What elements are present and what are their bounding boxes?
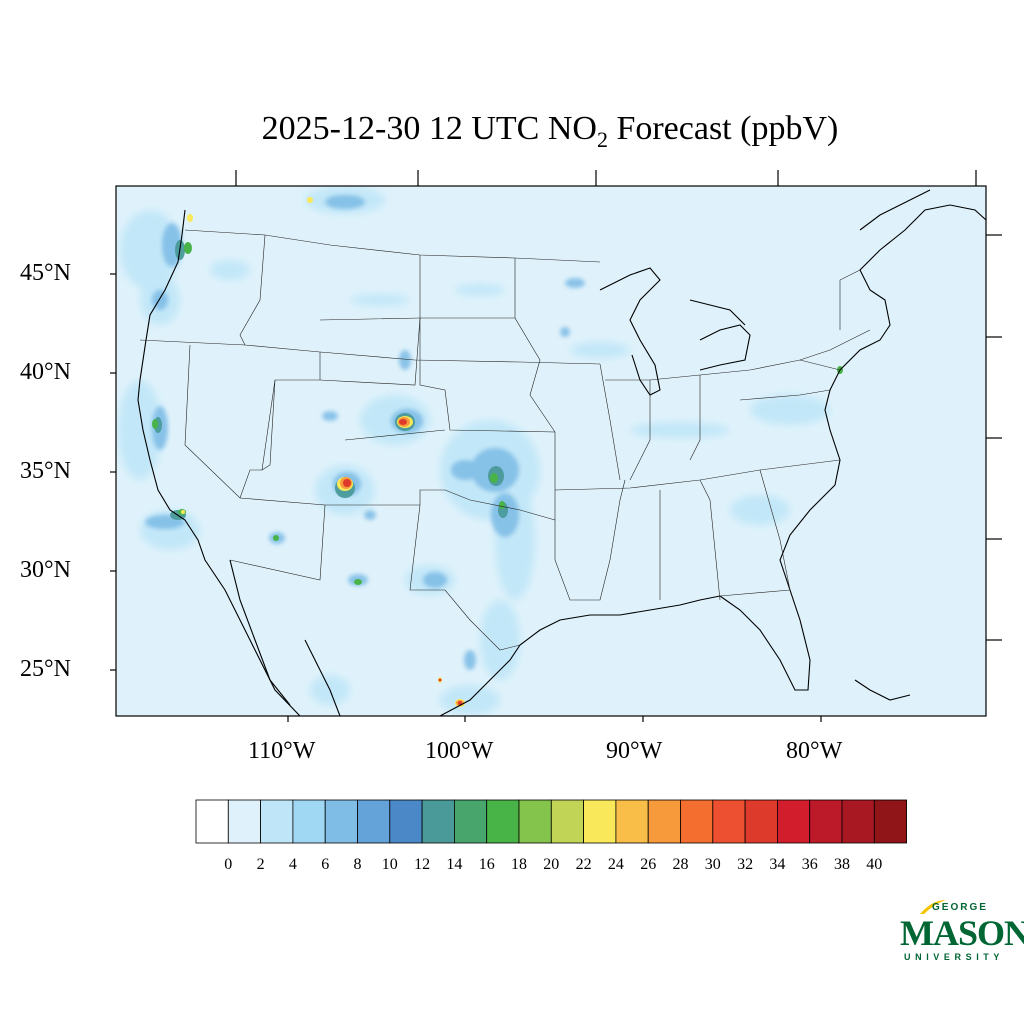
no2-field — [118, 186, 986, 716]
colorbar-tick-label: 28 — [672, 856, 689, 873]
colorbar-swatch — [550, 799, 584, 844]
map-background — [116, 186, 986, 716]
axis-ticks — [110, 170, 1002, 722]
lon-label: 100°W — [425, 738, 494, 764]
colorbar-tick-label: 4 — [288, 856, 297, 873]
state-borders — [139, 229, 871, 651]
colorbar-swatch — [583, 799, 617, 844]
colorbar-tick-label: 14 — [446, 856, 463, 873]
colorbar-swatch — [195, 799, 229, 844]
colorbar-swatch — [227, 799, 262, 844]
colorbar — [195, 799, 907, 844]
colorbar-tick-label: 16 — [478, 856, 495, 873]
colorbar-swatch — [809, 799, 843, 844]
lat-label: 45°N — [20, 260, 71, 286]
map-title: 2025-12-30 12 UTC NO2 Forecast (ppbV) — [0, 110, 1024, 152]
lon-label: 110°W — [248, 738, 316, 764]
swoosh-icon — [920, 900, 946, 914]
colorbar-tick-label: 40 — [866, 856, 883, 873]
colorbar-swatch — [324, 799, 358, 844]
colorbar-tick-label: 8 — [353, 856, 362, 873]
colorbar-swatch — [453, 799, 488, 844]
colorbar-tick-label: 18 — [511, 856, 527, 873]
lat-label: 30°N — [20, 557, 71, 583]
logo-university: UNIVERSITY — [904, 952, 1005, 962]
colorbar-swatch — [615, 799, 649, 844]
colorbar-tick-label: 30 — [704, 856, 721, 873]
colorbar-tick-label: 24 — [607, 856, 624, 873]
colorbar-swatch — [421, 799, 455, 844]
lon-label: 80°W — [786, 738, 843, 764]
colorbar-swatch — [744, 799, 778, 844]
colorbar-swatch — [777, 799, 811, 844]
colorbar-tick-label: 2 — [256, 856, 265, 873]
colorbar-swatch — [389, 799, 423, 844]
colorbar-swatch — [647, 799, 681, 844]
lon-label: 90°W — [606, 738, 663, 764]
coastline — [137, 189, 986, 716]
logo-george: GEORGE — [932, 902, 988, 913]
logo-mason: MASON — [900, 913, 1024, 953]
colorbar-swatch — [518, 799, 552, 844]
colorbar-swatch — [873, 799, 907, 844]
colorbar-tick-label: 34 — [769, 856, 786, 873]
lat-label: 25°N — [20, 656, 71, 682]
gmu-logo: GEORGE MASON UNIVERSITY — [898, 900, 1024, 970]
colorbar-tick-label: 10 — [381, 856, 398, 873]
colorbar-tick-label: 38 — [834, 856, 850, 873]
colorbar-swatch — [712, 799, 746, 844]
title-main: 2025-12-30 12 UTC NO — [261, 110, 597, 147]
colorbar-tick-label: 22 — [575, 856, 592, 873]
title-subscript: 2 — [596, 127, 608, 152]
colorbar-tick-label: 6 — [321, 856, 330, 873]
map-frame — [115, 185, 987, 717]
colorbar-swatch — [357, 799, 391, 844]
colorbar-tick-label: 20 — [543, 856, 560, 873]
colorbar-swatch — [292, 799, 326, 844]
colorbar-swatch — [680, 799, 714, 844]
colorbar-tick-label: 26 — [640, 856, 657, 873]
colorbar-tick-label: 36 — [801, 856, 818, 873]
colorbar-swatch — [260, 799, 294, 844]
lat-label: 40°N — [20, 359, 71, 385]
colorbar-tick-label: 0 — [224, 856, 233, 873]
colorbar-tick-label: 32 — [737, 856, 754, 873]
colorbar-tick-label: 12 — [414, 856, 431, 873]
lat-label: 35°N — [20, 458, 71, 484]
title-suffix: Forecast (ppbV) — [607, 110, 839, 147]
colorbar-swatch — [841, 799, 875, 844]
colorbar-swatch — [486, 799, 520, 844]
